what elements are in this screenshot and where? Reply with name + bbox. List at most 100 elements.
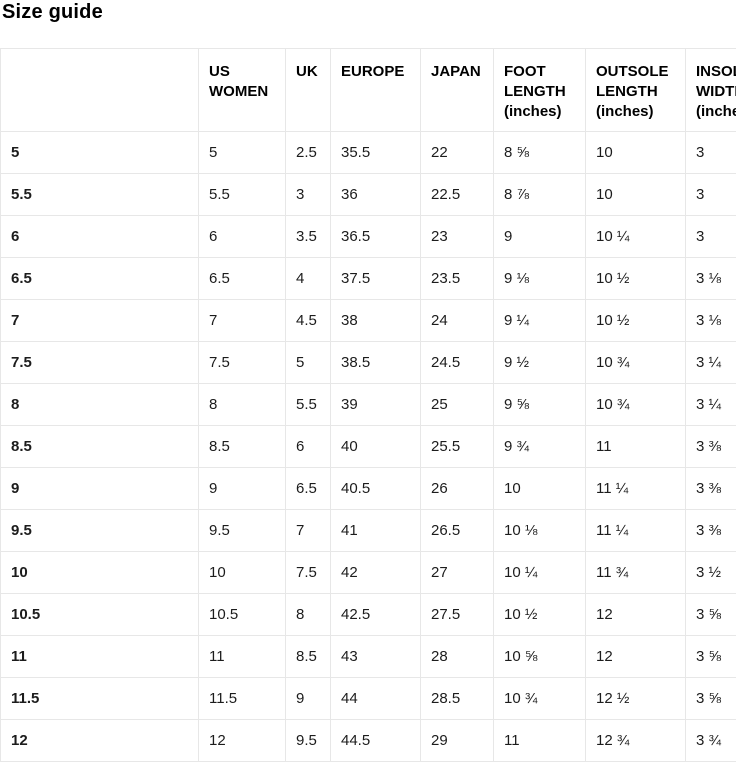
cell: 11 xyxy=(493,719,586,762)
cell: 3 xyxy=(685,131,736,174)
cell: 3 ⅝ xyxy=(685,635,736,678)
cell: 5 xyxy=(285,341,331,384)
cell: 3 xyxy=(685,215,736,258)
cell: 36.5 xyxy=(330,215,421,258)
cell: 25 xyxy=(420,383,494,426)
cell: 11 xyxy=(198,635,286,678)
table-header: US WOMEN UK EUROPE JAPAN FOOT LENGTH (inches… xyxy=(0,48,736,132)
row-header-cell: 11 xyxy=(0,635,199,678)
cell: 7 xyxy=(198,299,286,342)
cell: 39 xyxy=(330,383,421,426)
cell: 8 ⅞ xyxy=(493,173,586,216)
cell: 10 ¾ xyxy=(585,341,686,384)
cell: 9 ½ xyxy=(493,341,586,384)
cell: 35.5 xyxy=(330,131,421,174)
cell: 22 xyxy=(420,131,494,174)
cell: 10 ¼ xyxy=(493,551,586,594)
cell: 5.5 xyxy=(285,383,331,426)
cell: 44 xyxy=(330,677,421,720)
cell: 36 xyxy=(330,173,421,216)
cell: 10 ½ xyxy=(585,299,686,342)
cell: 12 xyxy=(585,593,686,636)
table-row: 11 11 8.5 43 28 10 ⅝ 12 3 ⅝ xyxy=(0,635,736,678)
cell: 7.5 xyxy=(285,551,331,594)
cell: 27.5 xyxy=(420,593,494,636)
cell: 24 xyxy=(420,299,494,342)
cell: 3 xyxy=(285,173,331,216)
cell: 10 xyxy=(198,551,286,594)
cell: 3 ¾ xyxy=(685,719,736,762)
cell: 40 xyxy=(330,425,421,468)
cell: 7.5 xyxy=(198,341,286,384)
cell: 6.5 xyxy=(198,257,286,300)
cell: 3 ½ xyxy=(685,551,736,594)
cell: 8 xyxy=(198,383,286,426)
table-row: 8.5 8.5 6 40 25.5 9 ¾ 11 3 ⅜ xyxy=(0,425,736,468)
row-header-cell: 7 xyxy=(0,299,199,342)
cell: 10 ¾ xyxy=(585,383,686,426)
cell: 23 xyxy=(420,215,494,258)
cell: 9 xyxy=(493,215,586,258)
header-row: US WOMEN UK EUROPE JAPAN FOOT LENGTH (inches… xyxy=(0,48,736,132)
cell: 3 ⅝ xyxy=(685,677,736,720)
cell: 37.5 xyxy=(330,257,421,300)
cell: 9 xyxy=(285,677,331,720)
cell: 26.5 xyxy=(420,509,494,552)
column-header: JAPAN xyxy=(420,48,494,132)
cell: 9.5 xyxy=(198,509,286,552)
cell: 27 xyxy=(420,551,494,594)
cell: 10 ½ xyxy=(493,593,586,636)
cell: 3 ⅜ xyxy=(685,467,736,510)
cell: 5.5 xyxy=(198,173,286,216)
cell: 10 ¾ xyxy=(493,677,586,720)
row-header-cell: 6.5 xyxy=(0,257,199,300)
row-header-cell: 9 xyxy=(0,467,199,510)
cell: 10 ⅛ xyxy=(493,509,586,552)
cell: 11 ¼ xyxy=(585,509,686,552)
cell: 28 xyxy=(420,635,494,678)
cell: 28.5 xyxy=(420,677,494,720)
cell: 11 xyxy=(585,425,686,468)
cell: 9 ¼ xyxy=(493,299,586,342)
cell: 8 xyxy=(285,593,331,636)
table-body: 5 5 2.5 35.5 22 8 ⅝ 10 3 5.5 5.5 3 36 22.5 8 ⅞ 10 3 6 6 3.… xyxy=(0,131,736,762)
cell: 8.5 xyxy=(285,635,331,678)
row-header-cell: 10.5 xyxy=(0,593,199,636)
cell: 3.5 xyxy=(285,215,331,258)
row-header-cell: 8 xyxy=(0,383,199,426)
cell: 11.5 xyxy=(198,677,286,720)
cell: 38.5 xyxy=(330,341,421,384)
row-header-cell: 9.5 xyxy=(0,509,199,552)
cell: 4.5 xyxy=(285,299,331,342)
cell: 42 xyxy=(330,551,421,594)
column-header: EUROPE xyxy=(330,48,421,132)
cell: 11 ¾ xyxy=(585,551,686,594)
row-header-cell: 5.5 xyxy=(0,173,199,216)
cell: 10 ½ xyxy=(585,257,686,300)
cell: 12 xyxy=(585,635,686,678)
cell: 3 ¼ xyxy=(685,341,736,384)
row-header-cell: 12 xyxy=(0,719,199,762)
column-header: US WOMEN xyxy=(198,48,286,132)
row-header-cell: 11.5 xyxy=(0,677,199,720)
cell: 9 xyxy=(198,467,286,510)
column-header: OUTSOLE LENGTH (inches) xyxy=(585,48,686,132)
cell: 9.5 xyxy=(285,719,331,762)
cell: 5 xyxy=(198,131,286,174)
cell: 40.5 xyxy=(330,467,421,510)
cell: 10 ⅝ xyxy=(493,635,586,678)
column-header: INSOLE WIDTH (inches) xyxy=(685,48,736,132)
size-table: US WOMEN UK EUROPE JAPAN FOOT LENGTH (inches… xyxy=(0,48,736,762)
cell: 43 xyxy=(330,635,421,678)
cell: 6.5 xyxy=(285,467,331,510)
cell: 12 ¾ xyxy=(585,719,686,762)
cell: 8.5 xyxy=(198,425,286,468)
cell: 10 xyxy=(585,173,686,216)
